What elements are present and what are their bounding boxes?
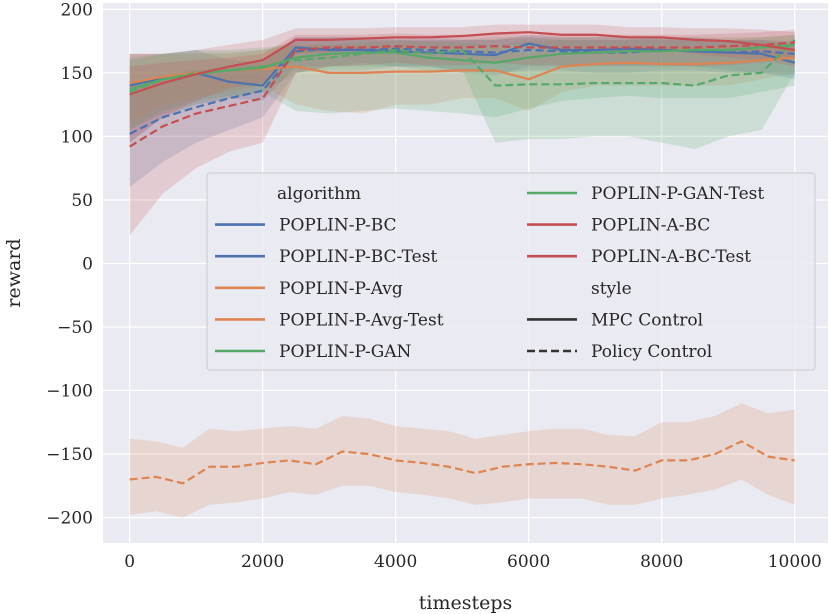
- x-tick-0: 0: [124, 552, 135, 572]
- y-tick-labels: −200 −150 −100 −50 0 50 100 150 200: [46, 0, 93, 528]
- legend-label-2: POPLIN-P-BC-Test: [279, 247, 437, 267]
- legend-label-10: MPC Control: [591, 310, 703, 330]
- legend-label-8: POPLIN-A-BC-Test: [591, 247, 751, 267]
- band-6: [129, 24, 795, 143]
- legend-label-5: POPLIN-P-GAN: [279, 342, 412, 362]
- y-tick-8: 200: [61, 0, 93, 20]
- legend-title-0: algorithm: [277, 184, 361, 204]
- x-tick-5: 10000: [768, 552, 822, 572]
- legend-label-4: POPLIN-P-Avg-Test: [279, 310, 444, 330]
- legend-label-7: POPLIN-A-BC: [591, 216, 710, 236]
- y-tick-7: 150: [61, 64, 93, 84]
- legend-frame: [206, 172, 816, 371]
- series-line-7: [129, 41, 795, 148]
- legend-label-1: POPLIN-P-BC: [279, 216, 397, 236]
- legend-label-3: POPLIN-P-Avg: [279, 279, 403, 299]
- series-line-5: [129, 39, 796, 93]
- legend-label-11: Policy Control: [591, 342, 712, 362]
- y-tick-3: −50: [57, 318, 93, 338]
- band-3: [129, 403, 795, 518]
- y-tick-5: 50: [71, 191, 93, 211]
- y-tick-1: −150: [46, 445, 93, 465]
- y-tick-6: 100: [61, 127, 93, 147]
- x-tick-3: 6000: [507, 552, 550, 572]
- series-line-6: [129, 31, 795, 96]
- y-tick-2: −100: [46, 382, 93, 402]
- legend: algorithm POPLIN-P-BC POPLIN-P-BC-Test POPL…: [206, 172, 816, 371]
- y-tick-0: −200: [46, 509, 93, 529]
- x-tick-1: 2000: [241, 552, 284, 572]
- x-axis-label: timesteps: [419, 592, 513, 614]
- series-lines: [129, 31, 796, 485]
- y-tick-4: 0: [82, 254, 93, 274]
- legend-title-9: style: [591, 279, 632, 299]
- x-tick-labels: 0 2000 4000 6000 8000 10000: [124, 552, 822, 572]
- series-line-3: [129, 440, 795, 485]
- legend-label-6: POPLIN-P-GAN-Test: [591, 184, 764, 204]
- x-tick-4: 8000: [640, 552, 683, 572]
- x-tick-2: 4000: [374, 552, 417, 572]
- y-axis-label: reward: [3, 238, 25, 307]
